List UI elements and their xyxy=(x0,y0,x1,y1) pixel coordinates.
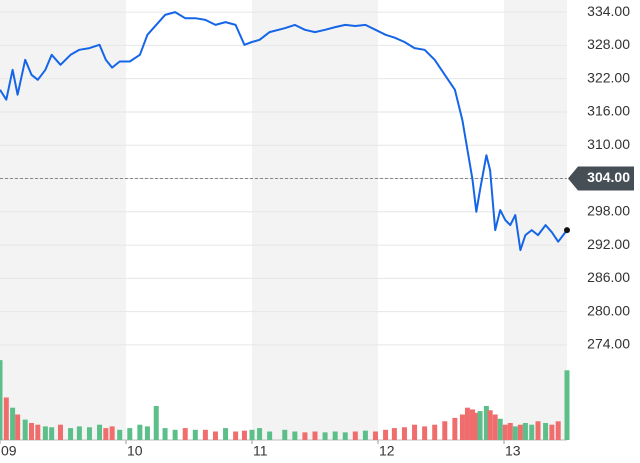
volume-bar xyxy=(3,397,9,440)
volume-bar xyxy=(470,409,475,440)
x-tick-label: 09 xyxy=(1,443,17,459)
volume-bar xyxy=(412,424,418,440)
volume-bar xyxy=(529,424,535,440)
volume-bar xyxy=(223,428,229,440)
volume-bar xyxy=(144,426,150,440)
volume-bar xyxy=(483,406,489,440)
volume-bar xyxy=(522,423,528,440)
volume-bar xyxy=(362,430,368,440)
x-tick-label: 13 xyxy=(505,443,521,459)
price-tag xyxy=(568,166,634,191)
volume-bar xyxy=(35,424,41,440)
price-tag-label: 304.00 xyxy=(587,169,630,185)
volume-bar xyxy=(452,417,458,440)
volume-bar xyxy=(422,426,428,440)
y-tick-label: 310.00 xyxy=(587,136,630,152)
volume-bar xyxy=(162,428,168,440)
volume-bar xyxy=(391,428,397,440)
volume-bar xyxy=(97,424,103,440)
volume-bar xyxy=(564,370,570,440)
volume-bar xyxy=(257,428,263,440)
volume-bar xyxy=(127,428,133,440)
y-tick-label: 334.00 xyxy=(587,3,630,19)
volume-bar xyxy=(517,424,523,440)
volume-bar xyxy=(432,424,438,440)
volume-bar xyxy=(512,426,518,440)
y-tick-label: 292.00 xyxy=(587,236,630,252)
volume-bar xyxy=(172,429,178,440)
volume-bar xyxy=(57,424,63,440)
y-tick-label: 286.00 xyxy=(587,269,630,285)
volume-bar xyxy=(372,431,378,440)
volume-bar xyxy=(86,427,92,440)
volume-bar xyxy=(68,428,74,440)
volume-bar xyxy=(497,418,503,440)
day-band xyxy=(252,0,378,440)
x-tick-label: 11 xyxy=(253,443,268,459)
volume-bar xyxy=(42,426,48,440)
volume-bar xyxy=(507,423,513,440)
volume-bar xyxy=(535,421,541,440)
volume-bar xyxy=(292,431,298,440)
volume-bar xyxy=(502,424,508,440)
volume-bar xyxy=(212,431,218,440)
volume-bar xyxy=(312,431,318,440)
volume-bar xyxy=(555,421,561,440)
volume-bar xyxy=(492,414,498,440)
volume-bar xyxy=(0,360,3,440)
volume-bar xyxy=(401,427,407,440)
volume-bar xyxy=(332,431,338,440)
y-tick-label: 298.00 xyxy=(587,202,630,218)
volume-bar xyxy=(342,432,348,440)
volume-bar xyxy=(117,429,123,440)
volume-bar xyxy=(29,423,34,440)
volume-bar xyxy=(182,428,188,440)
volume-bar xyxy=(543,423,549,440)
day-band xyxy=(0,0,126,440)
volume-bar xyxy=(202,429,208,440)
volume-bar xyxy=(22,419,28,440)
volume-bar xyxy=(153,406,159,440)
volume-bar xyxy=(267,431,273,440)
volume-bar xyxy=(49,427,55,440)
y-tick-label: 274.00 xyxy=(587,336,630,352)
volume-bar xyxy=(241,430,247,440)
volume-bar xyxy=(352,431,358,440)
volume-bar xyxy=(302,432,308,440)
x-tick-label: 10 xyxy=(127,443,143,459)
day-band xyxy=(504,0,567,440)
volume-bar xyxy=(383,429,389,440)
volume-bar xyxy=(137,424,143,440)
price-line xyxy=(0,11,568,252)
y-tick-label: 316.00 xyxy=(587,103,630,119)
volume-bar xyxy=(322,432,328,440)
x-tick-label: 12 xyxy=(379,443,395,459)
y-tick-label: 322.00 xyxy=(587,69,630,85)
volume-bar xyxy=(549,424,555,440)
y-tick-label: 280.00 xyxy=(587,302,630,318)
volume-bar xyxy=(282,429,288,440)
volume-bar xyxy=(233,431,239,440)
volume-bar xyxy=(459,414,465,440)
volume-bar xyxy=(442,421,448,440)
y-tick-label: 328.00 xyxy=(587,36,630,52)
volume-bar xyxy=(10,407,16,440)
volume-bar xyxy=(15,414,21,440)
volume-bar xyxy=(76,426,82,440)
volume-bar xyxy=(487,410,493,440)
last-point xyxy=(564,227,570,234)
volume-bar xyxy=(473,412,479,440)
volume-bar xyxy=(192,429,198,440)
volume-bar xyxy=(109,426,115,440)
volume-bar xyxy=(103,428,109,440)
volume-bar xyxy=(249,429,255,440)
volume-bar xyxy=(464,407,470,440)
volume-bar xyxy=(477,411,483,440)
